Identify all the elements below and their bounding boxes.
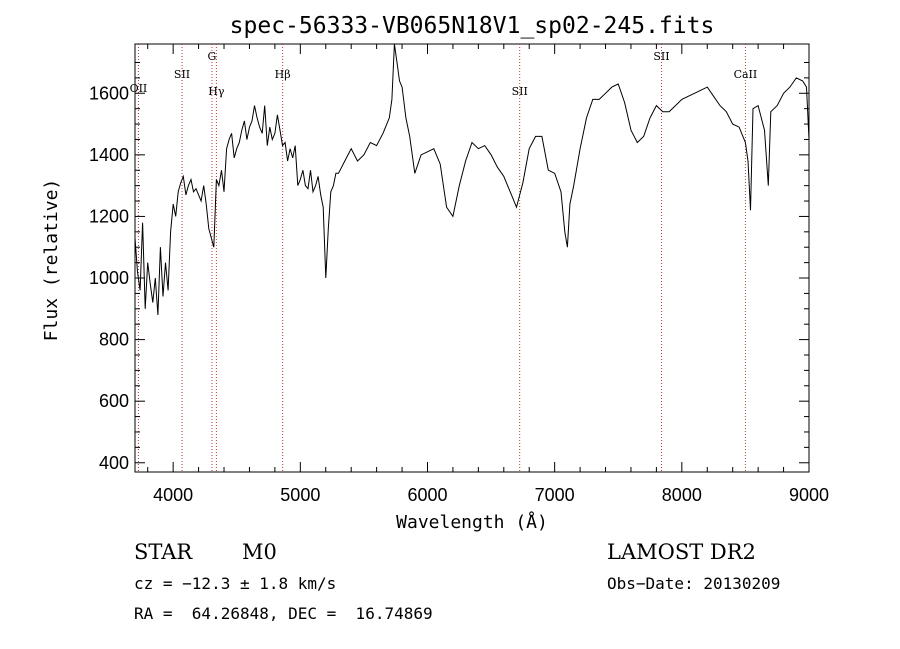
plot-frame xyxy=(134,43,810,473)
coordinates: RA = 64.26848, DEC = 16.74869 xyxy=(134,604,433,623)
line-marker-label: G xyxy=(208,50,217,63)
x-tick-label: 5000 xyxy=(280,485,320,505)
line-marker-label: SII xyxy=(512,85,528,98)
line-marker-label: Hβ xyxy=(275,68,291,81)
x-tick-label: 9000 xyxy=(789,485,829,505)
line-marker-label: CaII xyxy=(734,68,758,81)
x-tick-label: 6000 xyxy=(407,485,447,505)
line-marker-label: SII xyxy=(174,68,190,81)
x-axis: 4000 5000 6000 7000 8000 9000 xyxy=(147,44,829,505)
object-class: STAR xyxy=(134,540,193,564)
subclass: M0 xyxy=(242,540,277,564)
redshift-text: cz = −12.3 ± 1.8 km/s xyxy=(134,574,337,593)
line-marker-label: Hγ xyxy=(208,85,225,98)
x-tick-label: 4000 xyxy=(153,485,193,505)
line-markers: OII SII G Hγ Hβ SII SII CaII xyxy=(130,44,758,472)
y-tick-label: 1400 xyxy=(89,145,129,165)
y-tick-label: 600 xyxy=(99,391,129,411)
y-tick-label: 400 xyxy=(99,453,129,473)
survey-name: LAMOST DR2 xyxy=(607,540,756,564)
y-tick-label: 1000 xyxy=(89,268,129,288)
y-tick-label: 1200 xyxy=(89,206,129,226)
y-tick-label: 800 xyxy=(99,330,129,350)
y-tick-label: 1600 xyxy=(89,83,129,103)
x-axis-label: Wavelength (Å) xyxy=(396,511,548,533)
obs-date: Obs−Date: 20130209 xyxy=(607,574,781,593)
y-axis: 400 600 800 1000 1200 1400 1600 xyxy=(89,61,809,473)
spectrum-chart: spec-56333-VB065N18V1_sp02-245.fits OII S… xyxy=(41,13,829,533)
x-tick-label: 8000 xyxy=(662,485,702,505)
spectrum-line xyxy=(134,43,810,316)
y-axis-label: Flux (relative) xyxy=(41,179,62,342)
line-marker-label: SII xyxy=(653,50,669,63)
chart-title: spec-56333-VB065N18V1_sp02-245.fits xyxy=(230,13,715,39)
x-tick-label: 7000 xyxy=(535,485,575,505)
line-marker-label: OII xyxy=(130,82,148,95)
